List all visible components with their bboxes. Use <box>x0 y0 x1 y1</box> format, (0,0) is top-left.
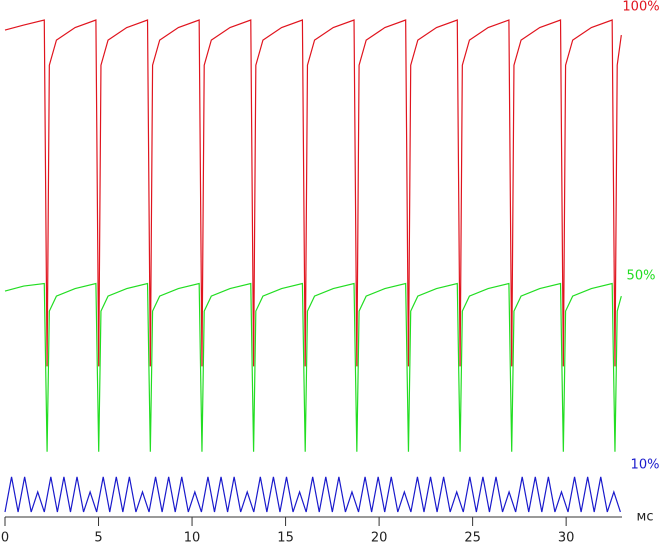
series-label: 50% <box>627 269 656 284</box>
series-label: 100% <box>622 0 659 15</box>
x-tick-label: 15 <box>277 531 294 545</box>
x-tick-label: 30 <box>558 531 575 545</box>
x-tick-label: 10 <box>184 531 201 545</box>
series-line <box>4 19 622 367</box>
x-tick-label: 25 <box>464 531 481 545</box>
x-tick-label: 0 <box>1 531 9 545</box>
series-line <box>4 476 621 513</box>
series-line <box>4 282 622 452</box>
x-axis-label: мс <box>637 510 654 525</box>
series-label: 10% <box>631 458 660 473</box>
x-tick-label: 20 <box>371 531 388 545</box>
x-tick-label: 5 <box>94 531 102 545</box>
